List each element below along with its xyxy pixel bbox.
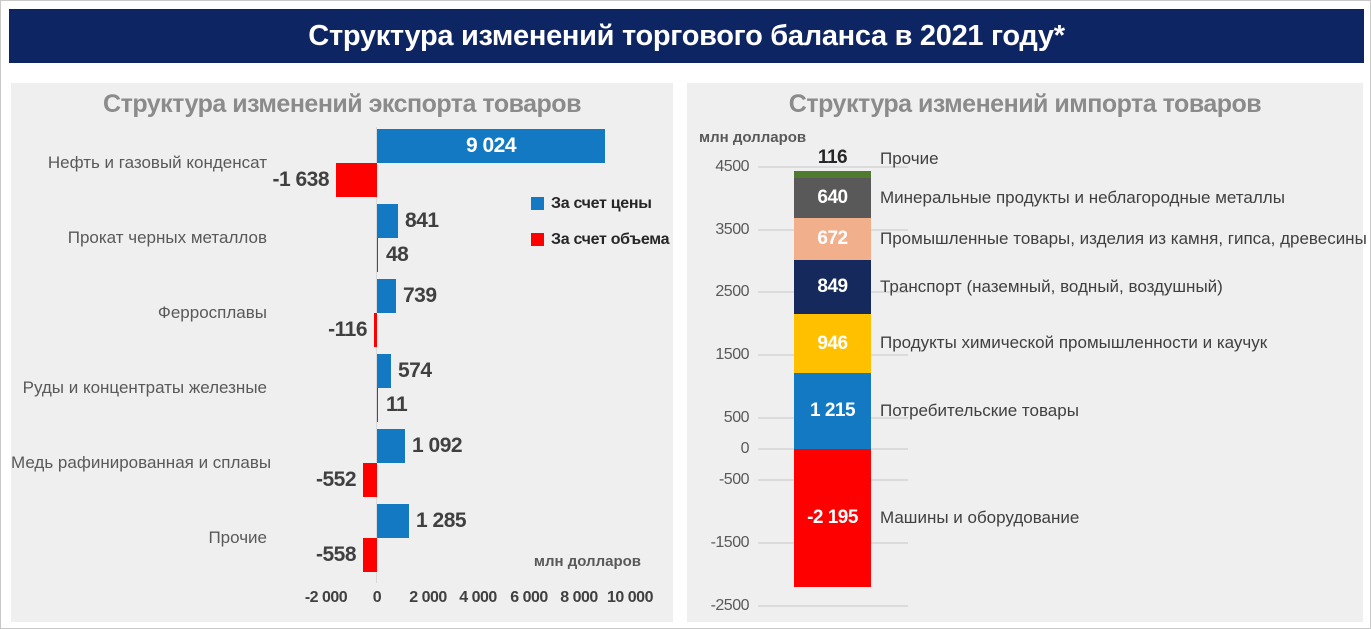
export-volume-value: -552 [315, 468, 357, 491]
import-gridline [758, 605, 908, 607]
export-zero-axis-line [376, 127, 377, 583]
export-x-tick-label: -2 000 [304, 589, 348, 606]
export-x-tick-label: 2 000 [409, 589, 447, 606]
export-category-label: Медь рафинированная и сплавы [11, 453, 272, 472]
import-bar-segment [794, 260, 871, 314]
export-volume-bar [336, 163, 377, 197]
export-legend-item: За счет цены [531, 195, 671, 212]
export-price-value: 574 [398, 359, 432, 382]
main-title-bar: Структура изменений торгового баланса в … [9, 9, 1364, 63]
import-y-tick-label: 1500 [715, 346, 749, 363]
main-title: Структура изменений торгового баланса в … [308, 20, 1065, 52]
export-volume-bar [377, 388, 378, 422]
export-x-tick-label: 4 000 [459, 589, 497, 606]
import-y-tick-label: -2500 [710, 597, 750, 614]
export-volume-value: -116 [328, 318, 367, 341]
export-category-label: Руды и концентраты железные [22, 378, 267, 397]
export-category-label: Нефть и газовый конденсат [47, 153, 267, 172]
import-y-tick-label: 0 [740, 440, 750, 457]
import-y-tick-label: -1500 [710, 534, 750, 551]
export-x-tick-label: 0 [372, 589, 382, 606]
export-chart-panel: Структура изменений экспорта товаров Неф… [11, 83, 673, 622]
export-volume-bar [363, 463, 377, 497]
export-legend-item: За счет объема [531, 231, 671, 248]
import-bar-segment [794, 170, 871, 178]
import-y-tick-label: 3500 [715, 221, 749, 238]
import-chart-panel: Структура изменений импорта товаров млн … [687, 83, 1367, 622]
import-y-tick-label: 500 [723, 409, 750, 426]
import-segment-value: 116 [817, 146, 848, 168]
export-price-bar [377, 504, 409, 538]
import-segment-label: Транспорт (наземный, водный, воздушный) [880, 276, 1223, 296]
import-segment-value: 849 [817, 276, 848, 298]
export-volume-bar [377, 238, 378, 272]
import-segment-value: 672 [817, 228, 848, 250]
export-price-value: 9 024 [465, 134, 517, 157]
import-bar-segment [794, 449, 871, 587]
export-volume-value: 11 [386, 393, 408, 416]
import-segment-label: Минеральные продукты и неблагородные мет… [880, 188, 1285, 208]
export-x-tick-label: 10 000 [607, 589, 653, 606]
import-y-tick-label: 2500 [715, 283, 749, 300]
export-volume-bar [374, 313, 377, 347]
export-volume-value: -558 [315, 543, 357, 566]
import-bar-segment [794, 178, 871, 219]
import-segment-label: Продукты химической промышленности и кау… [880, 333, 1268, 353]
export-price-bar [377, 129, 605, 163]
export-price-value: 739 [403, 284, 437, 307]
import-segment-value: 640 [817, 187, 848, 208]
import-chart-title: Структура изменений импорта товаров [788, 90, 1262, 118]
export-category-label: Прочие [208, 528, 267, 547]
import-y-tick-label: 4500 [715, 158, 749, 175]
import-segment-value: 1 215 [809, 399, 856, 421]
export-volume-bar [363, 538, 377, 572]
export-category-label: Ферросплавы [157, 303, 267, 322]
export-legend-label: За счет цены [551, 195, 652, 212]
import-y-tick-label: -500 [718, 471, 750, 488]
export-price-value: 1 092 [412, 434, 463, 457]
export-legend-label: За счет объема [551, 231, 670, 248]
export-price-bar [377, 429, 405, 463]
import-bar-segment [794, 218, 871, 261]
export-legend-swatch-icon [531, 233, 544, 246]
export-price-value: 1 285 [416, 509, 467, 532]
import-segment-value: 946 [817, 332, 848, 354]
export-legend-swatch-icon [531, 197, 544, 210]
export-price-bar [377, 204, 398, 238]
export-category-label: Прокат черных металлов [67, 228, 267, 247]
export-price-value: 841 [405, 209, 439, 232]
import-segment-value: -2 195 [807, 507, 858, 528]
export-x-tick-label: 6 000 [510, 589, 548, 606]
import-gridline [758, 166, 908, 168]
export-volume-value: -1 638 [272, 168, 329, 191]
import-segment-label: Прочие [880, 148, 939, 168]
export-price-bar [377, 279, 396, 313]
export-chart-title: Структура изменений экспорта товаров [103, 90, 581, 118]
import-bar-segment [794, 372, 871, 449]
import-segment-label: Промышленные товары, изделия из камня, г… [880, 229, 1367, 249]
import-segment-label: Потребительские товары [880, 400, 1079, 420]
import-segment-label: Машины и оборудование [880, 507, 1080, 527]
import-bar-segment [794, 313, 871, 373]
export-volume-value: 48 [386, 243, 409, 266]
export-price-bar [377, 354, 391, 388]
export-axis-unit-label: млн долларов [533, 553, 641, 570]
import-axis-unit-label: млн долларов [699, 129, 807, 146]
export-x-tick-label: 8 000 [560, 589, 598, 606]
